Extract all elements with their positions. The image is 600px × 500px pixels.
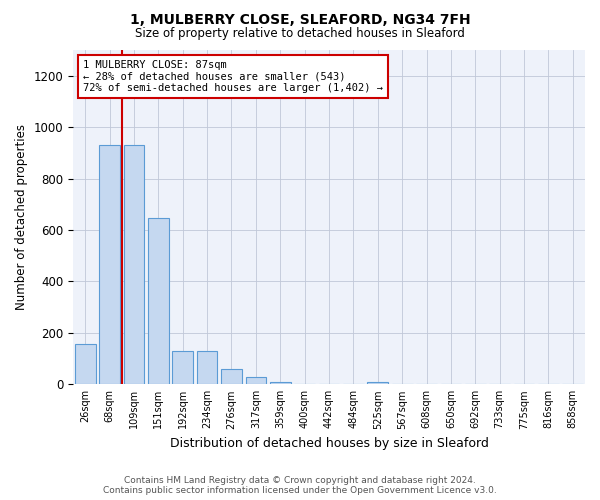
Bar xyxy=(75,344,95,385)
Bar xyxy=(367,382,388,384)
Bar xyxy=(99,145,120,384)
X-axis label: Distribution of detached houses by size in Sleaford: Distribution of detached houses by size … xyxy=(170,437,488,450)
Bar xyxy=(124,145,145,384)
Text: Contains HM Land Registry data © Crown copyright and database right 2024.
Contai: Contains HM Land Registry data © Crown c… xyxy=(103,476,497,495)
Bar xyxy=(245,376,266,384)
Bar xyxy=(172,351,193,384)
Bar xyxy=(197,351,217,384)
Bar xyxy=(221,369,242,384)
Bar xyxy=(270,382,290,384)
Y-axis label: Number of detached properties: Number of detached properties xyxy=(15,124,28,310)
Text: 1, MULBERRY CLOSE, SLEAFORD, NG34 7FH: 1, MULBERRY CLOSE, SLEAFORD, NG34 7FH xyxy=(130,12,470,26)
Text: Size of property relative to detached houses in Sleaford: Size of property relative to detached ho… xyxy=(135,28,465,40)
Bar xyxy=(148,218,169,384)
Text: 1 MULBERRY CLOSE: 87sqm
← 28% of detached houses are smaller (543)
72% of semi-d: 1 MULBERRY CLOSE: 87sqm ← 28% of detache… xyxy=(83,60,383,93)
